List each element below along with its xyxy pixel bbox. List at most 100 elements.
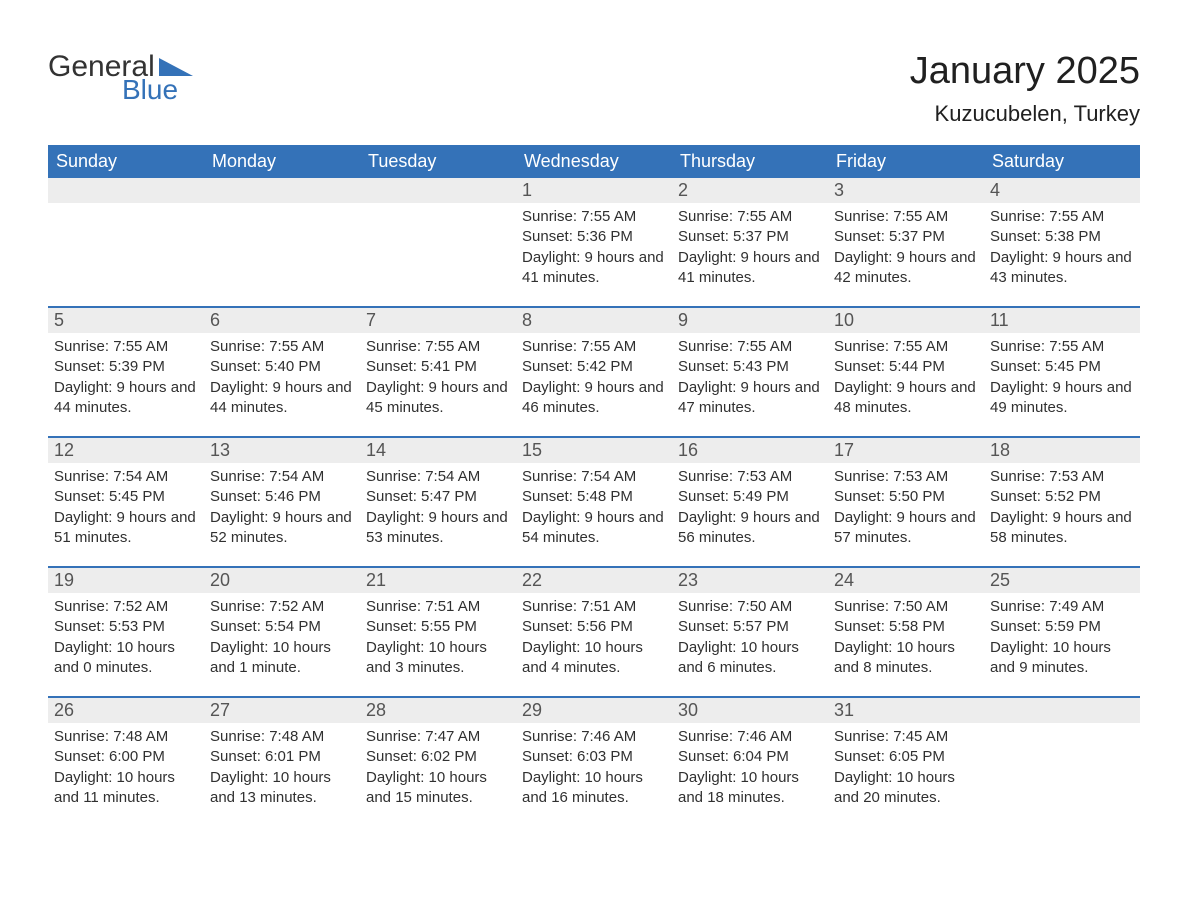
day-content-row: Sunrise: 7:55 AMSunset: 5:36 PMDaylight:… <box>48 203 1140 306</box>
daylight-text: Daylight: 9 hours and 47 minutes. <box>678 378 822 419</box>
daylight-text: Daylight: 9 hours and 43 minutes. <box>990 248 1134 289</box>
day-number: 12 <box>48 438 204 463</box>
day-number: 21 <box>360 568 516 593</box>
daylight-text: Daylight: 9 hours and 42 minutes. <box>834 248 978 289</box>
weekday-header-row: SundayMondayTuesdayWednesdayThursdayFrid… <box>48 145 1140 178</box>
day-number: 7 <box>360 308 516 333</box>
day-cell: Sunrise: 7:51 AMSunset: 5:55 PMDaylight:… <box>360 593 516 696</box>
day-number: 15 <box>516 438 672 463</box>
sunrise-text: Sunrise: 7:55 AM <box>678 207 822 227</box>
sunset-text: Sunset: 5:47 PM <box>366 487 510 507</box>
sunset-text: Sunset: 6:00 PM <box>54 747 198 767</box>
day-cell: Sunrise: 7:54 AMSunset: 5:46 PMDaylight:… <box>204 463 360 566</box>
sunset-text: Sunset: 6:05 PM <box>834 747 978 767</box>
day-number-row: 19202122232425 <box>48 566 1140 593</box>
sunrise-text: Sunrise: 7:54 AM <box>366 467 510 487</box>
sunset-text: Sunset: 5:46 PM <box>210 487 354 507</box>
sunrise-text: Sunrise: 7:55 AM <box>834 337 978 357</box>
day-number: 24 <box>828 568 984 593</box>
week: 19202122232425Sunrise: 7:52 AMSunset: 5:… <box>48 566 1140 696</box>
sunrise-text: Sunrise: 7:55 AM <box>210 337 354 357</box>
sunset-text: Sunset: 6:03 PM <box>522 747 666 767</box>
day-number: 27 <box>204 698 360 723</box>
sunset-text: Sunset: 5:50 PM <box>834 487 978 507</box>
day-cell: Sunrise: 7:47 AMSunset: 6:02 PMDaylight:… <box>360 723 516 826</box>
day-number: 14 <box>360 438 516 463</box>
sunset-text: Sunset: 5:45 PM <box>990 357 1134 377</box>
day-number: 20 <box>204 568 360 593</box>
day-number-row: 1234 <box>48 178 1140 203</box>
day-cell: Sunrise: 7:45 AMSunset: 6:05 PMDaylight:… <box>828 723 984 826</box>
day-number: 11 <box>984 308 1140 333</box>
sunset-text: Sunset: 5:36 PM <box>522 227 666 247</box>
daylight-text: Daylight: 9 hours and 41 minutes. <box>522 248 666 289</box>
daylight-text: Daylight: 9 hours and 46 minutes. <box>522 378 666 419</box>
day-cell: Sunrise: 7:48 AMSunset: 6:01 PMDaylight:… <box>204 723 360 826</box>
daylight-text: Daylight: 10 hours and 16 minutes. <box>522 768 666 809</box>
day-number: 8 <box>516 308 672 333</box>
day-number: 3 <box>828 178 984 203</box>
sunrise-text: Sunrise: 7:50 AM <box>678 597 822 617</box>
day-number: 28 <box>360 698 516 723</box>
sunrise-text: Sunrise: 7:51 AM <box>522 597 666 617</box>
day-cell: Sunrise: 7:54 AMSunset: 5:45 PMDaylight:… <box>48 463 204 566</box>
day-number <box>48 178 204 203</box>
daylight-text: Daylight: 10 hours and 8 minutes. <box>834 638 978 679</box>
sunset-text: Sunset: 5:40 PM <box>210 357 354 377</box>
daylight-text: Daylight: 10 hours and 3 minutes. <box>366 638 510 679</box>
day-number: 9 <box>672 308 828 333</box>
sunrise-text: Sunrise: 7:49 AM <box>990 597 1134 617</box>
sunrise-text: Sunrise: 7:53 AM <box>990 467 1134 487</box>
logo: General Blue <box>48 50 193 106</box>
weekday-header: Saturday <box>984 145 1140 178</box>
title-block: January 2025 Kuzucubelen, Turkey <box>910 50 1140 127</box>
sunset-text: Sunset: 5:54 PM <box>210 617 354 637</box>
day-cell: Sunrise: 7:51 AMSunset: 5:56 PMDaylight:… <box>516 593 672 696</box>
day-content-row: Sunrise: 7:48 AMSunset: 6:00 PM Daylight:… <box>48 723 1140 826</box>
sunrise-text: Sunrise: 7:48 AM <box>54 727 198 747</box>
sunrise-text: Sunrise: 7:54 AM <box>210 467 354 487</box>
weekday-header: Thursday <box>672 145 828 178</box>
day-cell: Sunrise: 7:53 AMSunset: 5:52 PMDaylight:… <box>984 463 1140 566</box>
day-cell: Sunrise: 7:53 AMSunset: 5:50 PMDaylight:… <box>828 463 984 566</box>
sunset-text: Sunset: 5:57 PM <box>678 617 822 637</box>
sunset-text: Sunset: 5:48 PM <box>522 487 666 507</box>
daylight-text: Daylight: 9 hours and 45 minutes. <box>366 378 510 419</box>
sunrise-text: Sunrise: 7:54 AM <box>522 467 666 487</box>
month-title: January 2025 <box>910 50 1140 93</box>
sunrise-text: Sunrise: 7:52 AM <box>54 597 198 617</box>
day-cell: Sunrise: 7:53 AMSunset: 5:49 PMDaylight:… <box>672 463 828 566</box>
day-number: 4 <box>984 178 1140 203</box>
sunrise-text: Sunrise: 7:55 AM <box>678 337 822 357</box>
sunrise-text: Sunrise: 7:53 AM <box>678 467 822 487</box>
sunset-text: Sunset: 5:53 PM <box>54 617 198 637</box>
daylight-text: Daylight: 9 hours and 44 minutes. <box>54 378 198 419</box>
daylight-text: Daylight: 9 hours and 49 minutes. <box>990 378 1134 419</box>
day-number: 19 <box>48 568 204 593</box>
sunset-text: Sunset: 5:45 PM <box>54 487 198 507</box>
sunset-text: Sunset: 5:44 PM <box>834 357 978 377</box>
daylight-text: Daylight: 9 hours and 51 minutes. <box>54 508 198 549</box>
day-cell: Sunrise: 7:55 AMSunset: 5:41 PMDaylight:… <box>360 333 516 436</box>
sunrise-text: Sunrise: 7:55 AM <box>522 337 666 357</box>
sunset-text: Sunset: 5:37 PM <box>678 227 822 247</box>
sunrise-text: Sunrise: 7:55 AM <box>834 207 978 227</box>
day-cell: Sunrise: 7:52 AMSunset: 5:54 PMDaylight:… <box>204 593 360 696</box>
sunset-text: Sunset: 5:59 PM <box>990 617 1134 637</box>
sunset-text: Sunset: 5:38 PM <box>990 227 1134 247</box>
day-cell: Sunrise: 7:55 AMSunset: 5:38 PMDaylight:… <box>984 203 1140 306</box>
week: 12131415161718Sunrise: 7:54 AMSunset: 5:… <box>48 436 1140 566</box>
day-number: 22 <box>516 568 672 593</box>
sunrise-text: Sunrise: 7:54 AM <box>54 467 198 487</box>
day-number: 30 <box>672 698 828 723</box>
day-cell: Sunrise: 7:48 AMSunset: 6:00 PMDaylight:… <box>48 723 204 826</box>
sunset-text: Sunset: 5:37 PM <box>834 227 978 247</box>
daylight-text: Daylight: 9 hours and 44 minutes. <box>210 378 354 419</box>
weekday-header: Tuesday <box>360 145 516 178</box>
sunset-text: Sunset: 5:49 PM <box>678 487 822 507</box>
day-number-row: 262728293031 <box>48 696 1140 723</box>
daylight-text: Daylight: 9 hours and 52 minutes. <box>210 508 354 549</box>
day-cell: Sunrise: 7:55 AMSunset: 5:39 PMDaylight:… <box>48 333 204 436</box>
day-number: 2 <box>672 178 828 203</box>
sunrise-text: Sunrise: 7:55 AM <box>990 337 1134 357</box>
